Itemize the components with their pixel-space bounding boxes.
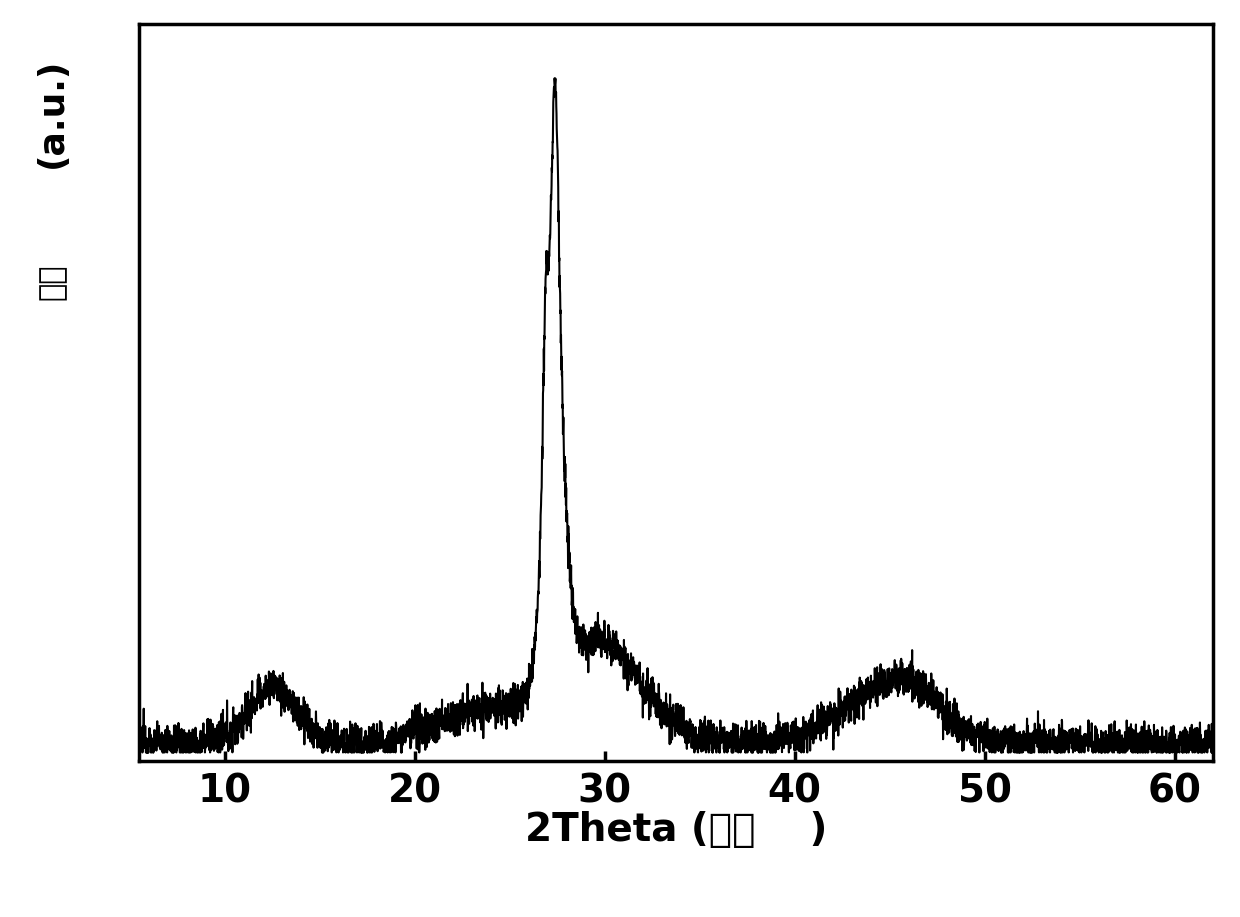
Text: 2Theta (角度    ): 2Theta (角度 )	[525, 811, 827, 849]
Text: 强度: 强度	[37, 264, 67, 301]
Text: (a.u.): (a.u.)	[35, 58, 69, 168]
